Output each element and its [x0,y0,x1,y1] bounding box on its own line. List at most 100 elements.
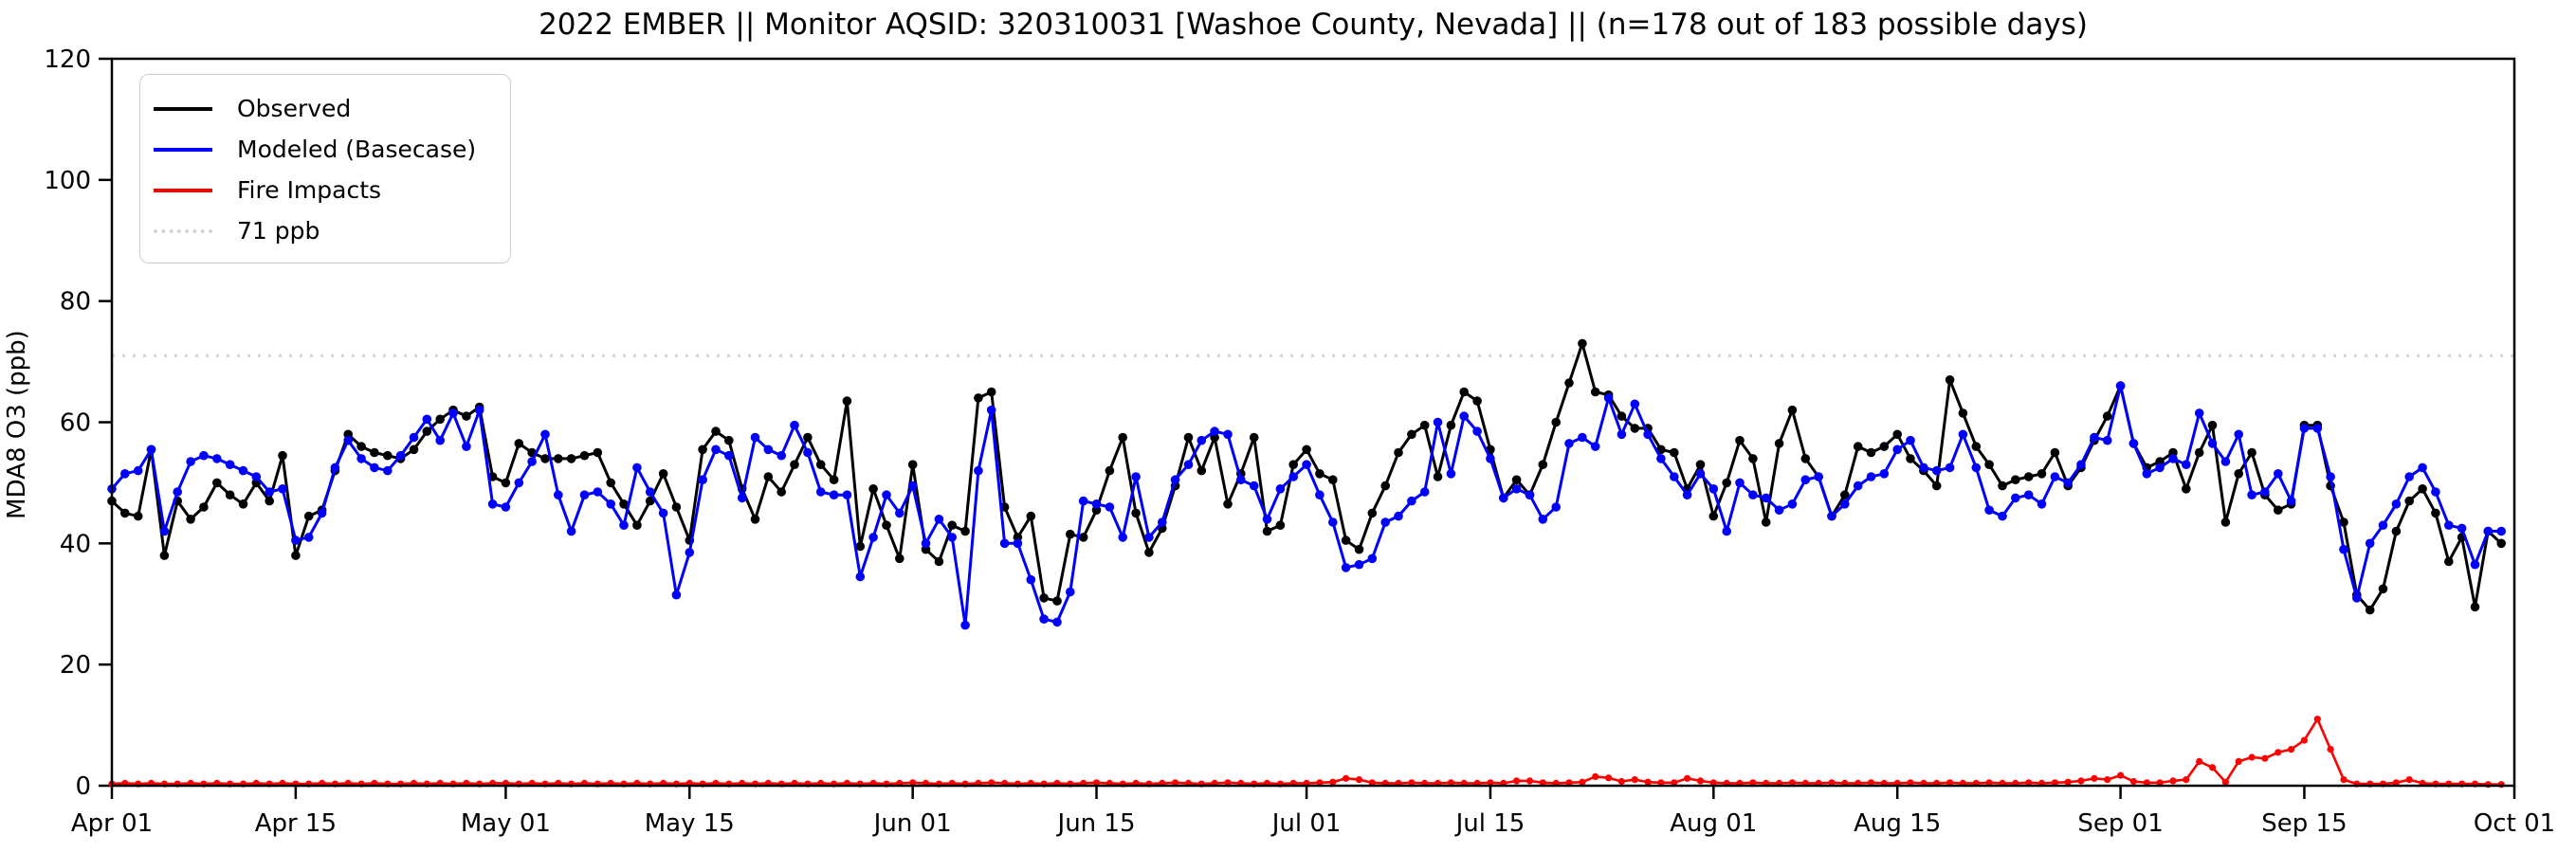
modeled-series-marker [2182,460,2191,470]
modeled-series-marker [1971,463,1982,473]
observed-series-marker [1066,529,1075,539]
modeled-series-marker [2391,499,2402,509]
observed-series-marker [2194,447,2204,458]
modeled-series-marker [2274,469,2283,479]
modeled-series-marker [265,487,275,497]
modeled-series-marker [2352,593,2362,603]
fire-impacts-series-marker [2077,777,2085,785]
modeled-series-marker [1407,496,1416,506]
fire-impacts-series-line [111,717,2502,786]
modeled-series-marker [1144,533,1154,542]
modeled-series-marker [1433,417,1443,427]
observed-series-marker [566,454,576,463]
observed-series-marker [1958,408,1968,418]
observed-series-marker [671,502,682,512]
observed-series-marker [2444,556,2454,567]
fire-impacts-series-marker [2051,779,2058,787]
observed-series-marker [1538,460,1548,470]
observed-series-marker [159,551,170,560]
observed-series-marker [1407,429,1416,440]
modeled-series-marker [462,442,471,451]
modeled-series-marker [974,465,983,476]
observed-series-marker [409,445,419,455]
modeled-series-marker [724,450,734,461]
modeled-series-marker [448,408,458,418]
modeled-series-marker [1210,426,1219,436]
observed-series-marker [2234,469,2243,479]
fire-impacts-series-marker [1579,778,1586,786]
modeled-series-marker [2404,472,2414,481]
modeled-series-marker [422,414,432,425]
observed-series-marker [947,520,957,530]
observed-series-marker [303,511,314,521]
modeled-series-marker [1158,517,1167,527]
modeled-series-marker [2286,496,2296,506]
fire-impacts-series-marker [1172,779,1179,787]
modeled-series-marker [2194,408,2204,418]
modeled-series-marker [527,457,537,466]
fire-impacts-series-marker [1709,779,1717,787]
modeled-series-marker [1892,445,1902,455]
chart-title: 2022 EMBER || Monitor AQSID: 320310031 [… [539,8,2088,42]
modeled-series-marker [1906,435,1915,445]
observed-series-marker [1984,460,1994,470]
observed-series-marker [133,511,143,521]
modeled-series-marker [1380,517,1390,527]
modeled-series-marker [2090,432,2099,443]
modeled-series-marker [370,463,379,473]
observed-series-marker [238,499,248,509]
modeled-series-marker [790,420,799,430]
fire-impacts-series-marker [2091,774,2098,782]
observed-series-marker [1262,526,1272,536]
observed-series-marker [1879,442,1890,451]
modeled-series-marker [1039,614,1049,624]
modeled-series-marker [1197,435,1207,445]
fire-impacts-series-marker [2405,776,2413,784]
modeled-series-marker [1866,472,1876,481]
modeled-series-marker [435,435,446,445]
observed-series-marker [1906,454,1915,463]
observed-series-marker [1118,432,1127,443]
observed-series-marker [619,499,629,509]
modeled-series-marker [1288,472,1298,481]
observed-series-marker [1511,475,1522,485]
modeled-series-marker [1578,432,1587,443]
observed-series-marker [986,387,996,397]
modeled-series-marker [120,469,130,479]
observed-series-marker [1931,481,1942,491]
modeled-series-marker [750,432,760,443]
fire-impacts-series-marker [1696,777,1705,785]
modeled-series-marker [1800,475,1811,485]
modeled-series-marker [186,457,195,466]
modeled-series-marker [173,487,182,497]
modeled-series-marker [501,502,511,512]
observed-series-marker [579,450,590,461]
observed-series-marker [1853,442,1863,451]
modeled-series-marker [1078,496,1088,506]
modeled-series-marker [593,487,603,497]
modeled-line-swatch [154,147,212,152]
fire-impacts-series-marker [2300,736,2308,744]
modeled-series-marker [1013,538,1023,549]
modeled-series-marker [907,481,918,491]
observed-series-marker [2037,469,2047,479]
fire-impacts-series-marker [1565,779,1573,787]
modeled-series-marker [2234,429,2243,440]
modeled-series-marker [199,450,209,461]
modeled-series-marker [2326,472,2335,481]
modeled-series-marker [1919,463,1928,473]
fire-impacts-series-marker [1631,776,1638,784]
modeled-series-marker [1840,499,1850,509]
fire-impacts-series-marker [2117,771,2125,779]
observed-series-marker [2365,605,2375,615]
modeled-series-marker [606,499,615,509]
modeled-series-marker [2483,526,2494,536]
observed-series-marker [1197,465,1207,476]
fire-impacts-series-marker [2327,746,2334,753]
fire-impacts-series-marker [1447,779,1454,787]
x-axis-tick-label: Jun 01 [872,809,952,838]
observed-series-marker [356,442,366,451]
modeled-series-marker [829,490,839,499]
observed-series-marker [1183,432,1194,443]
legend-label-fire: Fire Impacts [237,176,382,204]
